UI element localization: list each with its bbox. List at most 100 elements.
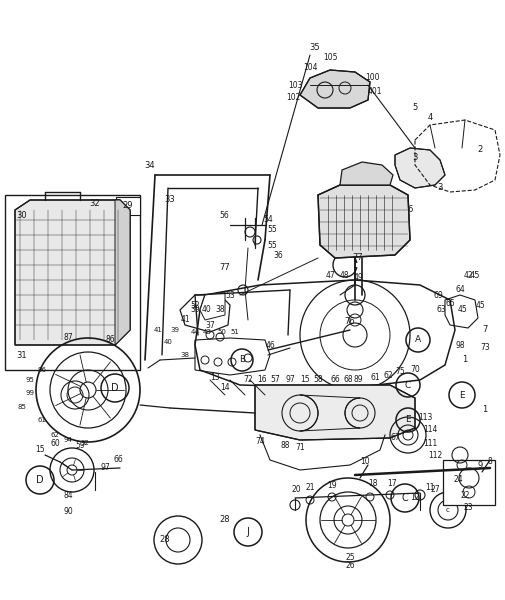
Text: 56: 56 [219,211,229,220]
Text: 97: 97 [285,376,295,385]
Text: 33: 33 [165,196,175,205]
Text: 55: 55 [267,226,277,235]
Text: C: C [401,493,409,503]
Text: 43: 43 [203,329,212,335]
Text: 111: 111 [423,439,437,448]
Text: 2: 2 [477,145,483,154]
Polygon shape [115,200,130,345]
Text: D: D [111,383,119,393]
Text: 70: 70 [410,365,420,374]
Text: 45: 45 [457,305,467,314]
Text: 31: 31 [17,350,27,359]
Text: 401: 401 [368,88,382,97]
Text: 113: 113 [418,413,432,422]
Text: 37: 37 [205,320,215,329]
Text: 54: 54 [263,215,273,224]
Text: 62: 62 [383,370,393,379]
Text: 25: 25 [345,553,355,563]
Text: 24: 24 [453,475,463,485]
Text: 22: 22 [460,491,470,499]
Text: 88: 88 [280,440,290,449]
Text: 18: 18 [368,479,378,488]
Polygon shape [300,70,370,108]
Text: 51: 51 [231,329,239,335]
Text: 27: 27 [430,485,440,494]
Text: 40: 40 [164,339,172,345]
Polygon shape [255,385,415,440]
Text: 53: 53 [225,290,235,299]
Text: 4: 4 [427,113,433,122]
Text: 38: 38 [215,305,225,314]
Text: 34: 34 [145,160,156,169]
Text: 92: 92 [81,440,89,446]
Text: 17: 17 [387,479,397,487]
Text: 28: 28 [220,515,230,524]
Text: B: B [239,355,245,364]
Text: 102: 102 [286,92,300,101]
Text: 77: 77 [352,253,364,263]
Text: 94: 94 [64,437,72,443]
Text: 89: 89 [353,376,363,385]
Text: 1: 1 [482,406,488,415]
Text: 16: 16 [257,376,267,385]
Text: 55: 55 [267,241,277,250]
Polygon shape [340,162,393,185]
Text: 36: 36 [273,251,283,260]
Text: 32: 32 [90,199,100,208]
Text: 64: 64 [455,286,465,295]
Text: 76: 76 [344,317,356,326]
Text: 46: 46 [265,340,275,349]
Text: 104: 104 [303,64,317,73]
Bar [116,197,140,215]
Text: 87: 87 [63,334,73,343]
Text: 35: 35 [310,43,320,52]
Text: 60: 60 [50,439,60,448]
Text: 45: 45 [475,301,485,310]
Text: 97: 97 [100,463,110,473]
Text: 41: 41 [180,316,190,325]
Text: 66: 66 [330,376,340,385]
Text: D: D [36,475,44,485]
Text: 95: 95 [26,377,34,383]
Text: 47: 47 [325,271,335,280]
Text: 21: 21 [305,484,315,493]
Text: 75: 75 [395,367,405,377]
Text: 45: 45 [470,271,480,280]
Text: 28: 28 [160,535,170,545]
Text: 30: 30 [17,211,27,220]
Text: 23: 23 [463,503,473,512]
Text: 6: 6 [408,205,413,214]
Polygon shape [395,148,445,188]
Text: 10: 10 [360,457,370,467]
Text: 74: 74 [255,437,265,446]
Polygon shape [318,185,410,258]
Text: 112: 112 [428,451,442,460]
Polygon shape [15,200,130,345]
Text: 72: 72 [243,376,253,385]
Text: 1: 1 [463,355,468,364]
Text: 67: 67 [390,433,400,443]
Text: 105: 105 [323,53,337,62]
Text: 57: 57 [270,376,280,385]
Text: E: E [459,391,465,400]
Text: 50: 50 [218,329,226,335]
Text: 39: 39 [190,305,200,314]
Text: 62: 62 [50,432,60,438]
Text: C: C [405,380,411,389]
Text: 52: 52 [190,301,200,310]
Text: 84: 84 [63,491,73,500]
Text: 44: 44 [190,329,199,335]
Text: 3: 3 [412,154,418,163]
Text: 42: 42 [463,271,473,280]
Text: 15: 15 [300,376,310,385]
Text: 7: 7 [482,325,488,335]
Text: 90: 90 [63,508,73,517]
Text: 14: 14 [220,383,230,392]
Text: 19: 19 [327,481,337,491]
Bar [443,460,495,505]
Text: 69: 69 [433,290,443,299]
Text: 15: 15 [35,445,45,455]
Text: 13: 13 [210,373,220,383]
Text: 99: 99 [25,390,34,396]
Text: 11: 11 [425,484,435,493]
